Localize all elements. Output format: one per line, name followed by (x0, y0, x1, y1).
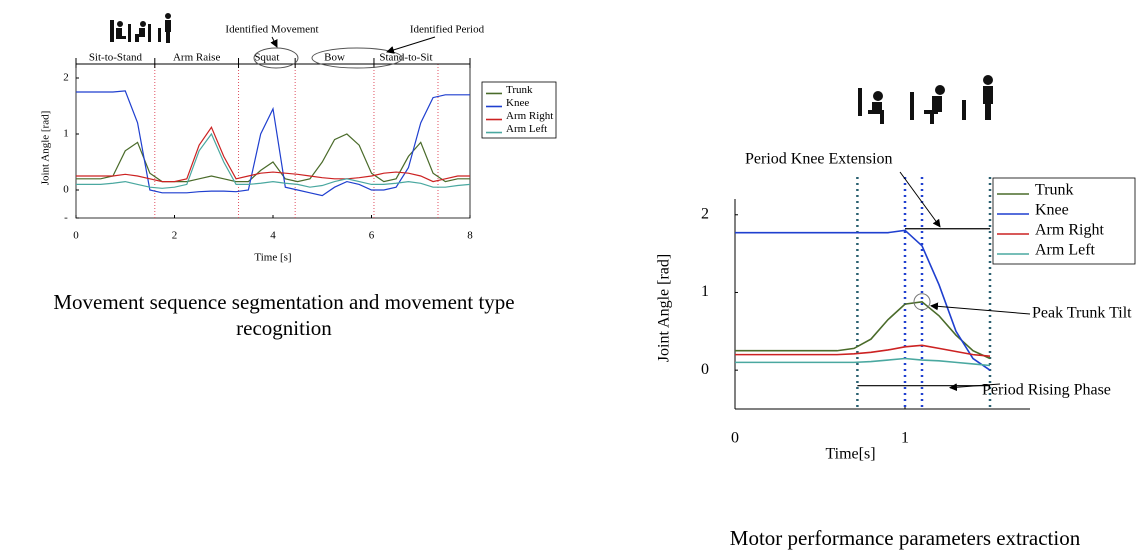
series-line (76, 90, 470, 197)
segment-label: Stand-to-Sit (379, 52, 432, 64)
legend-label: Arm Right (506, 110, 553, 122)
legend-label: Trunk (506, 84, 533, 96)
y-tick-label: 2 (701, 205, 709, 222)
series-line (735, 229, 991, 371)
segment-label: Squat (254, 52, 279, 64)
segment-label: Arm Raise (173, 52, 220, 64)
caption: Motor performance parameters extraction (730, 526, 1081, 550)
x-tick-label: 2 (172, 230, 178, 242)
movement-ellipse (253, 47, 299, 69)
x-tick-label: 0 (731, 430, 739, 447)
x-tick-label: 8 (467, 230, 473, 242)
y-axis-label: Joint Angle [rad] (40, 111, 52, 186)
y-tick-label: 0 (701, 361, 709, 378)
people-icons-right (858, 75, 993, 124)
annotation: Identified Movement (225, 24, 318, 36)
annotation-arrow (270, 36, 278, 48)
peak-arrow (930, 302, 1031, 315)
y-tick-label: 1 (63, 128, 69, 140)
y-axis-label: Joint Angle [rad] (656, 254, 673, 362)
series-line (76, 126, 470, 183)
y-tick-label: - (64, 212, 68, 224)
x-axis-label: Time[s] (825, 446, 875, 463)
x-tick-label: 1 (901, 430, 909, 447)
legend-label: Arm Right (1035, 222, 1104, 239)
legend-label: Knee (506, 97, 529, 109)
period-label: Period Knee Extension (745, 151, 893, 168)
period-arrow (949, 383, 1001, 392)
x-tick-label: 4 (270, 230, 276, 242)
y-tick-label: 2 (63, 72, 69, 84)
legend-label: Trunk (1035, 182, 1074, 199)
caption: recognition (236, 316, 332, 340)
y-tick-label: 0 (63, 184, 69, 196)
people-icons-left (110, 13, 171, 43)
segment-label: Bow (324, 52, 345, 64)
series-line (735, 357, 991, 367)
plot-frame (75, 63, 471, 219)
peak-label: Peak Trunk Tilt (1032, 305, 1132, 322)
x-tick-label: 6 (369, 230, 375, 242)
x-tick-label: 0 (73, 230, 79, 242)
period-ellipse (311, 47, 403, 69)
y-tick-label: 1 (701, 283, 709, 300)
legend-label: Arm Left (1035, 242, 1096, 259)
legend-label: Knee (1035, 202, 1069, 219)
series-line (76, 132, 471, 189)
period-arrow (899, 171, 941, 228)
caption: Movement sequence segmentation and movem… (53, 290, 514, 314)
segment-label: Sit-to-Stand (89, 52, 143, 64)
series-line (735, 300, 991, 360)
peak-marker (913, 293, 931, 311)
x-axis-label: Time [s] (254, 252, 291, 264)
legend-box (481, 81, 557, 139)
legend-label: Arm Left (506, 123, 547, 135)
annotation: Identified Period (410, 24, 485, 36)
period-label: Period Rising Phase (982, 382, 1111, 399)
series-line (76, 133, 470, 183)
annotation-arrow (386, 36, 436, 54)
series-line (735, 344, 991, 357)
legend-box (992, 177, 1136, 265)
